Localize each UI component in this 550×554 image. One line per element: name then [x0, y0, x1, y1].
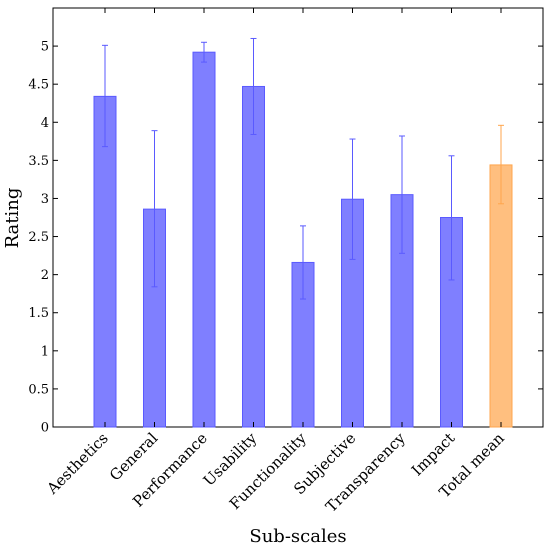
y-tick-label: 2: [41, 268, 49, 283]
y-tick-label: 5: [41, 40, 49, 55]
y-tick-label: 1.5: [28, 306, 49, 321]
y-tick-label: 3: [41, 192, 49, 207]
bar-performance: [192, 51, 216, 428]
error-bars-group: [102, 37, 504, 300]
y-axis-ticks: 0 0.5 1 1.5 2 2.5 3 3.5 4 4.5 5: [28, 40, 543, 436]
y-tick-label: 1: [41, 344, 49, 359]
x-axis-title: Sub-scales: [249, 526, 346, 547]
y-tick-label: 3.5: [28, 154, 49, 169]
y-tick-label: 2.5: [28, 230, 49, 245]
x-category-label: Impact: [408, 429, 458, 479]
y-tick-label: 0: [41, 421, 49, 436]
y-axis-title: Rating: [2, 188, 23, 249]
bar-usability: [242, 85, 265, 428]
y-tick-label: 4: [41, 116, 49, 131]
x-category-label: Aesthetics: [43, 429, 112, 498]
y-tick-label: 4.5: [28, 78, 49, 93]
y-tick-label: 0.5: [28, 382, 49, 397]
